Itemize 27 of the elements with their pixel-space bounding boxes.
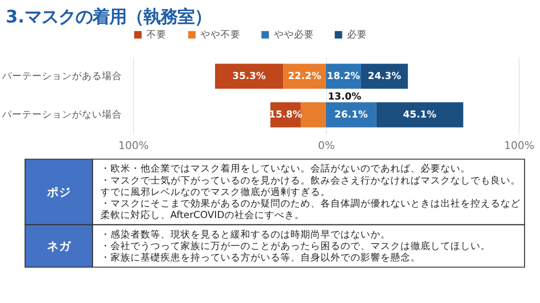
data-label: 35.3% (232, 71, 266, 82)
text: ポジ (46, 184, 71, 199)
bar (326, 102, 376, 128)
data-label: 24.3% (368, 71, 402, 82)
bar (283, 64, 326, 89)
legend-label: やや不要 (200, 30, 241, 41)
legend-label: 必要 (347, 28, 368, 41)
bar (376, 102, 464, 128)
x-tick-label: 0% (318, 140, 335, 152)
legend-label: 不要 (146, 30, 167, 41)
bar (361, 64, 408, 89)
data-label: 18.2% (326, 71, 361, 82)
legend-label: やや必要 (274, 28, 314, 41)
y-tick-label: パーテーションがない場合 (0, 108, 122, 121)
text: ネガ (46, 238, 72, 253)
bar (300, 102, 326, 128)
data-label: 22.2% (288, 71, 322, 82)
data-label: 45.1% (403, 110, 437, 121)
text: ・感染者数等、現状を見ると緩和するのは時期尚早ではないか。・会社でうつって家族に万が一のことがあったら困るので、マスクは徹底してほしい。・家族に基礎疾患を持っている方がいる等、自身以外での影響を懸念。 (100, 228, 490, 264)
y-tick-label: パーテーションがある場合 (0, 70, 122, 82)
x-tick-label: 100% (504, 140, 534, 152)
data-label: 26.1% (334, 110, 368, 121)
data-label: 13.0% (328, 91, 362, 102)
x-tick-label: 100% (118, 140, 149, 152)
text: ・欧米・他企業ではマスク着用をしていない。会話がないのであれば、必要ない。・マスクで士気が下がっているのを見かける。飲み会さえ行かなければマスクなしでも良い。すでに風邪レベルなのでマスク徹底が過剰すぎる。・マスクにそこまで効果があるのか疑問のため、各自体調が優れないときは出社を控えるなど柔軟に対応し、AfterCOVIDの社会にすべき。 (100, 162, 520, 222)
bar (215, 64, 284, 89)
chart-title: 3.マスクの着用（執務室） (6, 7, 212, 28)
